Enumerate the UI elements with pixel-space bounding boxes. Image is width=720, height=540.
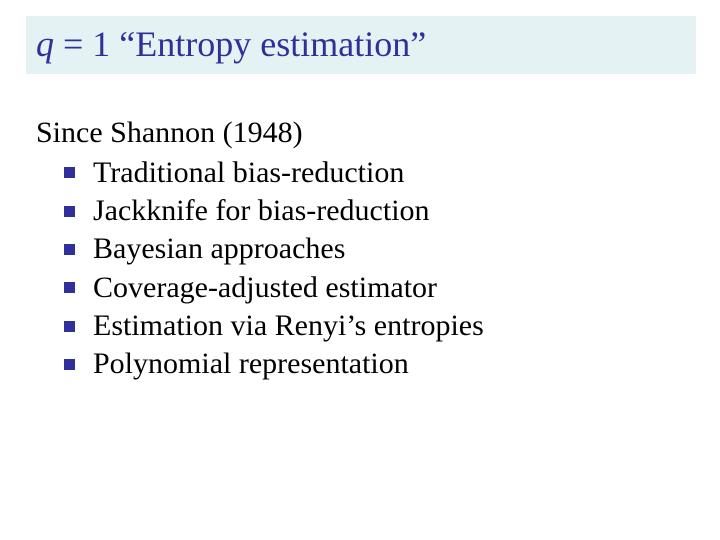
list-item-label: Polynomial representation (93, 345, 409, 383)
list-item: Coverage-adjusted estimator (36, 269, 684, 307)
list-item-label: Bayesian approaches (93, 230, 345, 268)
list-item-label: Jackknife for bias-reduction (93, 192, 430, 230)
square-bullet-icon (64, 359, 75, 370)
list-item: Jackknife for bias-reduction (36, 192, 684, 230)
list-item: Bayesian approaches (36, 230, 684, 268)
square-bullet-icon (64, 282, 75, 293)
square-bullet-icon (64, 244, 75, 255)
list-item-label: Traditional bias-reduction (93, 154, 404, 192)
list-item-label: Coverage-adjusted estimator (93, 269, 437, 307)
slide: q = 1 “Entropy estimation” Since Shannon… (0, 0, 720, 540)
slide-title: q = 1 “Entropy estimation” (36, 25, 426, 65)
list-item-label: Estimation via Renyi’s entropies (93, 307, 484, 345)
bullet-list: Traditional bias-reduction Jackknife for… (36, 154, 684, 384)
title-rest: = 1 “Entropy estimation” (54, 24, 426, 64)
lead-line: Since Shannon (1948) (36, 114, 684, 152)
list-item: Polynomial representation (36, 345, 684, 383)
square-bullet-icon (64, 321, 75, 332)
slide-body: Since Shannon (1948) Traditional bias-re… (36, 114, 684, 384)
square-bullet-icon (64, 167, 75, 178)
title-bar: q = 1 “Entropy estimation” (26, 16, 696, 74)
list-item: Traditional bias-reduction (36, 154, 684, 192)
title-variable-q: q (36, 24, 54, 64)
square-bullet-icon (64, 206, 75, 217)
list-item: Estimation via Renyi’s entropies (36, 307, 684, 345)
